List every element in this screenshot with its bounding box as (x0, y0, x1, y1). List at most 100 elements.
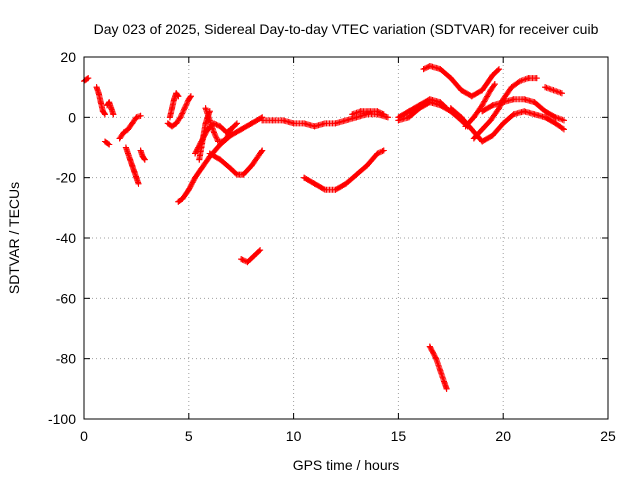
series-s20 (395, 96, 450, 121)
data-point (374, 150, 381, 157)
data-point (217, 156, 224, 163)
series-s9 (166, 90, 182, 121)
data-point (139, 153, 146, 160)
data-point (116, 135, 123, 142)
series-s8 (164, 93, 194, 130)
series-s4 (101, 138, 113, 148)
data-point (198, 144, 205, 151)
data-point (366, 108, 373, 115)
data-point (521, 108, 528, 115)
data-point (426, 343, 433, 350)
data-point (131, 168, 138, 175)
data-point (542, 114, 549, 121)
data-point (175, 198, 182, 205)
data-point (437, 367, 444, 374)
data-point (133, 174, 140, 181)
data-point (380, 147, 387, 154)
data-point (122, 144, 129, 151)
data-point (489, 102, 496, 109)
series-s18 (349, 108, 387, 118)
data-point (223, 135, 230, 142)
data-point (200, 132, 207, 139)
data-point (169, 105, 176, 112)
data-point (426, 63, 433, 70)
data-point (479, 102, 486, 109)
data-point (479, 138, 486, 145)
y-tick-labels: -100 -80 -60 -40 -20 0 20 (48, 49, 76, 427)
data-point (257, 150, 264, 157)
data-point (85, 75, 92, 82)
y-tick-label: 20 (60, 49, 76, 65)
data-point (531, 111, 538, 118)
data-point (217, 123, 224, 130)
y-tick-label: -20 (56, 170, 76, 186)
data-point (110, 111, 117, 118)
data-point (137, 147, 144, 154)
series-s26 (479, 96, 567, 124)
data-point (433, 355, 440, 362)
data-point (508, 84, 515, 91)
data-point (106, 141, 113, 148)
data-point (206, 150, 213, 157)
data-point (141, 156, 148, 163)
data-point (510, 96, 517, 103)
data-point (97, 99, 104, 106)
data-point (479, 126, 486, 133)
data-point (353, 171, 360, 178)
data-point (441, 379, 448, 386)
data-point (210, 129, 217, 136)
data-point (470, 135, 477, 142)
data-point (487, 87, 494, 94)
data-point (125, 126, 132, 133)
data-point (489, 132, 496, 139)
data-point (99, 108, 106, 115)
data-point (244, 259, 251, 266)
data-point (104, 102, 111, 109)
data-point (462, 123, 469, 130)
x-tick-label: 15 (391, 428, 407, 444)
data-point (137, 112, 144, 119)
data-point (491, 81, 498, 88)
data-point (542, 84, 549, 91)
series-s1 (81, 75, 92, 85)
data-point (311, 123, 318, 130)
data-point (363, 111, 370, 118)
chart-title: Day 023 of 2025, Sidereal Day-to-day VTE… (94, 21, 599, 37)
data-point (560, 126, 567, 133)
data-point (332, 120, 339, 127)
data-point (164, 120, 171, 127)
data-point (181, 105, 188, 112)
data-point (552, 120, 559, 127)
series-s7 (137, 147, 148, 163)
data-point (550, 87, 557, 94)
data-point (95, 90, 102, 97)
series-s2 (93, 84, 108, 118)
data-point (127, 156, 134, 163)
data-point (301, 174, 308, 181)
data-point (405, 108, 412, 115)
x-tick-label: 25 (600, 428, 616, 444)
data-point (173, 90, 180, 97)
data-point (500, 120, 507, 127)
x-axis-label: GPS time / hours (293, 457, 400, 473)
data-point (108, 105, 115, 112)
data-point (192, 150, 199, 157)
series-s23 (447, 105, 567, 145)
data-point (219, 138, 226, 145)
data-point (416, 102, 423, 109)
data-point (384, 114, 391, 121)
data-point (468, 93, 475, 100)
data-point (250, 253, 257, 260)
data-point (259, 117, 266, 124)
data-point (238, 126, 245, 133)
data-point (259, 147, 266, 154)
data-point (458, 87, 465, 94)
x-tick-label: 10 (286, 428, 302, 444)
series-s24 (462, 81, 498, 130)
data-point (202, 105, 209, 112)
data-point (468, 126, 475, 133)
data-point (405, 114, 412, 121)
data-point (248, 162, 255, 169)
series-s6 (122, 144, 142, 187)
